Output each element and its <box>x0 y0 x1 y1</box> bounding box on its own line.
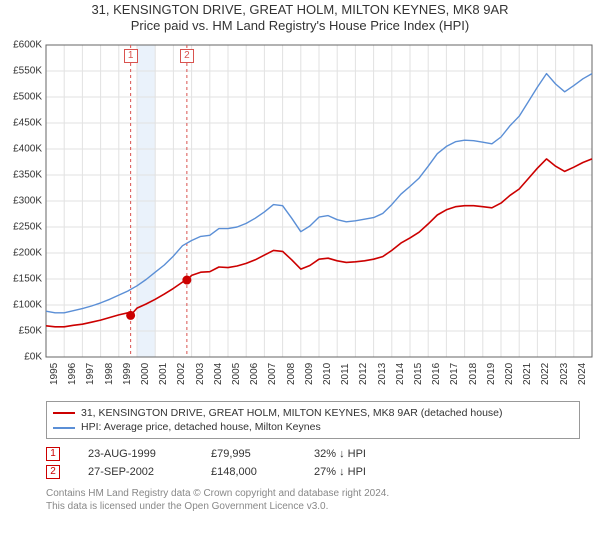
sale-row: 2 27-SEP-2002 £148,000 27% ↓ HPI <box>46 463 580 481</box>
x-axis-tick-label: 2001 <box>158 362 169 384</box>
x-axis-tick-label: 2007 <box>267 362 278 384</box>
y-axis-tick-label: £250K <box>6 221 42 232</box>
x-axis-tick-label: 2018 <box>468 362 479 384</box>
sale-price: £79,995 <box>211 448 286 460</box>
x-axis-tick-label: 2002 <box>176 362 187 384</box>
legend-item: 31, KENSINGTON DRIVE, GREAT HOLM, MILTON… <box>53 406 573 421</box>
y-axis-tick-label: £400K <box>6 143 42 154</box>
footnote-line-1: Contains HM Land Registry data © Crown c… <box>46 487 580 500</box>
x-axis-tick-label: 2019 <box>486 362 497 384</box>
chart-header: 31, KENSINGTON DRIVE, GREAT HOLM, MILTON… <box>6 2 594 35</box>
x-axis-tick-label: 2013 <box>377 362 388 384</box>
y-axis-tick-label: £150K <box>6 273 42 284</box>
y-axis-tick-label: £300K <box>6 195 42 206</box>
legend-label: HPI: Average price, detached house, Milt… <box>81 420 321 435</box>
x-axis-tick-label: 2014 <box>395 362 406 384</box>
x-axis-tick-label: 2005 <box>231 362 242 384</box>
legend-swatch <box>53 427 75 429</box>
chart-canvas <box>6 37 594 395</box>
x-axis-tick-label: 2004 <box>213 362 224 384</box>
sale-row: 1 23-AUG-1999 £79,995 32% ↓ HPI <box>46 445 580 463</box>
x-axis-tick-label: 2009 <box>304 362 315 384</box>
footnote-line-2: This data is licensed under the Open Gov… <box>46 500 580 513</box>
x-axis-tick-label: 2011 <box>340 363 351 385</box>
sale-row-marker: 1 <box>46 447 60 461</box>
y-axis-tick-label: £450K <box>6 117 42 128</box>
x-axis-tick-label: 2016 <box>431 362 442 384</box>
x-axis-tick-label: 2008 <box>286 362 297 384</box>
sale-hpi-delta: 32% ↓ HPI <box>314 448 424 460</box>
x-axis-tick-label: 1997 <box>85 362 96 384</box>
sale-row-marker: 2 <box>46 465 60 479</box>
y-axis-tick-label: £50K <box>6 325 42 336</box>
attribution-footnote: Contains HM Land Registry data © Crown c… <box>46 487 580 513</box>
sale-price: £148,000 <box>211 466 286 478</box>
sale-event-marker: 2 <box>180 49 194 63</box>
y-axis-tick-label: £350K <box>6 169 42 180</box>
sale-hpi-delta: 27% ↓ HPI <box>314 466 424 478</box>
x-axis-tick-label: 2012 <box>358 362 369 384</box>
x-axis-tick-label: 2003 <box>195 362 206 384</box>
y-axis-tick-label: £0K <box>6 351 42 362</box>
price-chart: £0K £50K £100K £150K £200K £250K £300K £350K £40… <box>6 37 594 395</box>
x-axis-tick-label: 2023 <box>559 362 570 384</box>
x-axis-tick-label: 2024 <box>577 362 588 384</box>
y-axis-tick-label: £100K <box>6 299 42 310</box>
x-axis-tick-label: 1996 <box>67 362 78 384</box>
sales-table: 1 23-AUG-1999 £79,995 32% ↓ HPI 2 27-SEP-2002… <box>46 445 580 481</box>
chart-legend: 31, KENSINGTON DRIVE, GREAT HOLM, MILTON… <box>46 401 580 439</box>
sale-date: 27-SEP-2002 <box>88 466 183 478</box>
y-axis-tick-label: £200K <box>6 247 42 258</box>
y-axis-tick-label: £600K <box>6 39 42 50</box>
sale-event-marker: 1 <box>124 49 138 63</box>
x-axis-tick-label: 2006 <box>249 362 260 384</box>
chart-subtitle: Price paid vs. HM Land Registry's House … <box>6 18 594 34</box>
y-axis-tick-label: £550K <box>6 65 42 76</box>
x-axis-tick-label: 2017 <box>449 362 460 384</box>
x-axis-tick-label: 2021 <box>522 362 533 384</box>
x-axis-tick-label: 2020 <box>504 362 515 384</box>
y-axis-tick-label: £500K <box>6 91 42 102</box>
x-axis-tick-label: 2015 <box>413 362 424 384</box>
x-axis-tick-label: 1998 <box>104 362 115 384</box>
x-axis-tick-label: 1999 <box>122 362 133 384</box>
legend-label: 31, KENSINGTON DRIVE, GREAT HOLM, MILTON… <box>81 406 503 421</box>
x-axis-tick-label: 2022 <box>540 362 551 384</box>
legend-item: HPI: Average price, detached house, Milt… <box>53 420 573 435</box>
sale-date: 23-AUG-1999 <box>88 448 183 460</box>
x-axis-tick-label: 2010 <box>322 362 333 384</box>
x-axis-tick-label: 1995 <box>49 362 60 384</box>
x-axis-tick-label: 2000 <box>140 362 151 384</box>
chart-title: 31, KENSINGTON DRIVE, GREAT HOLM, MILTON… <box>6 2 594 18</box>
legend-swatch <box>53 412 75 414</box>
